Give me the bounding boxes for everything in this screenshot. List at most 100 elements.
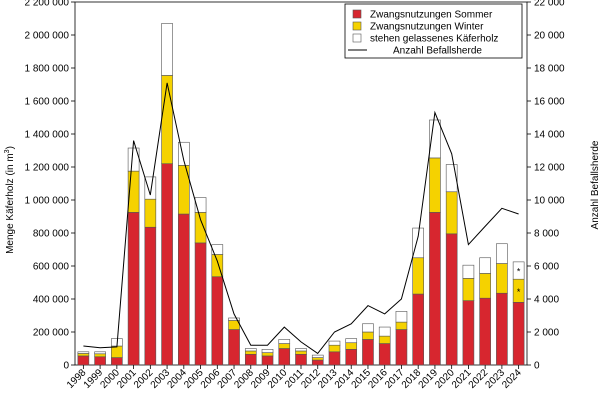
bar-sommer-2003: [161, 163, 173, 366]
bar-stehen-2014: [345, 338, 358, 344]
bar-winter-2019: [429, 157, 441, 213]
bar-sommer-2015: [362, 339, 374, 366]
bar-sommer-2021: [462, 300, 475, 366]
bar-sommer-2005: [194, 242, 207, 366]
y2-tick-label: 12 000: [534, 163, 565, 174]
bar-sommer-2018: [412, 293, 424, 366]
bar-stehen-2011: [295, 348, 307, 352]
legend-label-sommer: Zwangsnutzungen Sommer: [370, 10, 493, 21]
bar-sommer-2010: [278, 348, 291, 366]
bar-stehen-2023: [496, 243, 508, 264]
y2-tick-label: 18 000: [534, 64, 565, 75]
bar-winter-1998: [77, 353, 90, 357]
y-axis-left: 0 200 000 400 000 600 000 800 000 1 000 000 1 …: [25, 0, 75, 372]
bar-stehen-2013: [328, 340, 341, 346]
bar-sommer-2012: [311, 359, 324, 366]
y-axis-right: 0 2 000 4 000 6 000 8 000 10 000 12 000 14 000 1…: [527, 0, 565, 372]
legend-label-befallsherde: Anzahl Befallsherde: [393, 46, 482, 57]
y2-tick-label: 10 000: [534, 196, 565, 207]
bar-winter-2020: [445, 191, 458, 235]
y-axis-title-superscript: 3: [4, 149, 11, 153]
bar-stehen-2007: [228, 317, 240, 321]
legend-label-winter: Zwangsnutzungen Winter: [370, 22, 484, 33]
bar-sommer-2004: [178, 213, 190, 366]
bar-winter-2000: [111, 345, 123, 358]
y2-tick-label: 2 000: [534, 328, 559, 339]
y2-tick-label: 20 000: [534, 31, 565, 42]
marker-2024-winter: *: [517, 287, 521, 297]
marker-2024-stehen: *: [517, 267, 521, 277]
x-axis: 1998199920002001200220032004200520062007…: [65, 365, 524, 391]
y2-tick-label: 6 000: [534, 262, 559, 273]
bar-winter-2013: [328, 344, 341, 353]
y-tick-label: 1 400 000: [25, 130, 70, 141]
y-tick-label: 400 000: [33, 295, 70, 306]
bar-winter-2023: [496, 263, 508, 294]
bar-stehen-2010: [278, 339, 291, 344]
bar-sommer-2013: [328, 351, 341, 366]
legend-swatch-sommer: [352, 9, 362, 19]
y-tick-label: 1 800 000: [25, 64, 70, 75]
y-tick-label: 200 000: [33, 328, 70, 339]
y2-axis-title: Anzahl Befallsherde: [590, 140, 601, 229]
bar-winter-2003: [161, 75, 173, 165]
bar-sommer-2020: [445, 233, 458, 366]
bar-sommer-2000: [111, 357, 123, 366]
bar-stehen-2020: [445, 164, 458, 193]
bar-winter-2002: [144, 198, 157, 228]
bar-stehen-2005: [194, 197, 207, 213]
y2-tick-label: 0: [534, 361, 540, 372]
legend-swatch-stehen: [352, 33, 362, 43]
bar-winter-2012: [311, 357, 324, 361]
bar-stehen-2012: [311, 354, 324, 358]
bar-winter-2018: [412, 257, 424, 295]
bar-winter-2010: [278, 343, 291, 349]
bar-winter-2021: [462, 278, 475, 301]
bar-winter-2008: [244, 350, 257, 355]
bar-sommer-2007: [228, 329, 240, 366]
x-tick-label: 2024: [500, 367, 524, 391]
bar-winter-1999: [94, 353, 106, 358]
bar-winter-2011: [295, 350, 307, 355]
bar-stehen-2002: [144, 176, 157, 200]
bar-sommer-2011: [295, 353, 307, 366]
bar-stehen-2019: [429, 119, 441, 159]
bar-stehen-2017: [395, 311, 408, 323]
y-axis-title: Menge Käferholz (in m3): [4, 146, 16, 254]
y2-tick-label: 4 000: [534, 295, 559, 306]
bar-stehen-2004: [178, 141, 190, 166]
bar-sommer-1998: [77, 355, 90, 366]
bar-sommer-2016: [378, 343, 391, 366]
y-tick-label: 2 000 000: [25, 31, 70, 42]
bar-sommer-1999: [94, 356, 106, 366]
bar-sommer-2019: [429, 212, 441, 366]
bar-winter-2009: [261, 352, 274, 357]
bar-winter-2015: [362, 331, 374, 340]
y-tick-label: 1 600 000: [25, 97, 70, 108]
bar-sommer-2006: [211, 276, 224, 366]
bar-sommer-2009: [261, 355, 274, 366]
legend-box: [344, 3, 523, 59]
y-tick-label: 600 000: [33, 262, 70, 273]
bar-sommer-2014: [345, 349, 358, 366]
bar-stehen-2018: [412, 227, 424, 259]
bar-sommer-2002: [144, 226, 157, 366]
bar-stehen-2021: [462, 264, 475, 279]
bar-stehen-2024: [512, 261, 525, 280]
bar-sommer-2017: [395, 329, 408, 366]
legend-swatch-winter: [352, 21, 362, 31]
bar-stehen-1998: [77, 351, 90, 354]
bar-stehen-2022: [479, 257, 491, 274]
y-tick-label: 1 000 000: [25, 196, 70, 207]
bar-stehen-2009: [261, 349, 274, 353]
bar-stehen-2006: [211, 244, 224, 255]
bar-sommer-2022: [479, 297, 491, 366]
bar-sommer-2024: [512, 301, 525, 366]
y2-tick-label: 22 000: [534, 0, 565, 9]
y-tick-label: 800 000: [33, 229, 70, 240]
y-tick-label: 0: [63, 361, 69, 372]
y-tick-label: 2 200 000: [25, 0, 70, 9]
bar-sommer-2023: [496, 292, 508, 366]
